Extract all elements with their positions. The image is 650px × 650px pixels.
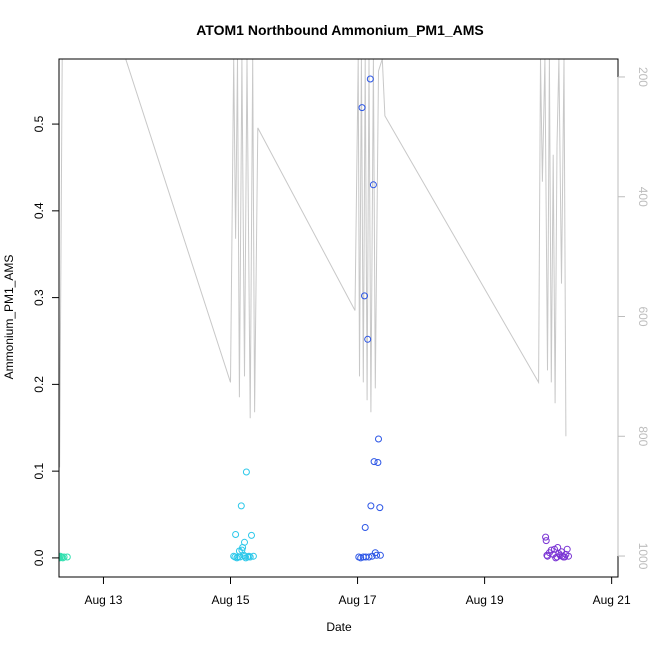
y-tick-label: 0.3 <box>32 289 46 306</box>
x-tick-label: Aug 19 <box>466 593 504 607</box>
data-point <box>542 533 550 541</box>
y-tick-label: 0.4 <box>32 202 46 219</box>
series-4 <box>542 533 572 562</box>
x-tick-label: Aug 21 <box>593 593 631 607</box>
data-point <box>361 292 368 300</box>
y-tick-label: 0.1 <box>32 462 46 479</box>
data-point <box>233 554 241 562</box>
x-axis: Aug 13 Aug 15 Aug 17 Aug 19 Aug 21 <box>84 576 631 607</box>
data-point <box>364 335 372 343</box>
data-point <box>376 504 384 512</box>
data-point <box>241 538 248 546</box>
background-series-line <box>59 59 567 468</box>
y2-tick-label: 600 <box>636 306 650 326</box>
series-3 <box>355 75 384 562</box>
data-point <box>361 524 369 531</box>
data-point <box>358 104 366 112</box>
secondary-y-axis: 200 400 600 800 1000 <box>617 67 650 570</box>
series-1 <box>59 552 71 562</box>
x-tick-label: Aug 13 <box>84 593 122 607</box>
x-axis-label: Date <box>326 620 352 634</box>
plot-area <box>59 59 572 562</box>
data-point <box>376 551 384 559</box>
data-point <box>547 546 555 554</box>
data-point <box>59 554 67 562</box>
data-point <box>369 181 377 189</box>
data-point <box>60 553 68 561</box>
data-point <box>373 551 381 559</box>
y2-tick-label: 200 <box>636 67 650 87</box>
data-point <box>563 545 571 553</box>
y-axis: 0.0 0.1 0.2 0.3 0.4 0.5 <box>32 115 60 566</box>
data-point <box>370 458 378 466</box>
y2-tick-label: 800 <box>636 426 650 446</box>
data-point <box>63 553 71 561</box>
y2-tick-label: 400 <box>636 187 650 207</box>
data-point <box>565 552 572 560</box>
y2-tick-label: 1000 <box>636 543 650 570</box>
y-axis-label: Ammonium_PM1_AMS <box>2 255 16 380</box>
x-tick-label: Aug 15 <box>211 593 249 607</box>
y-tick-label: 0.5 <box>32 115 46 132</box>
series-2 <box>230 468 257 562</box>
data-point <box>374 459 382 466</box>
data-point <box>237 502 245 510</box>
data-point <box>242 468 250 476</box>
data-point <box>365 553 373 561</box>
chart-title: ATOM1 Northbound Ammonium_PM1_AMS <box>196 22 484 38</box>
data-point <box>248 531 255 539</box>
data-point <box>375 435 382 443</box>
data-point <box>232 531 240 538</box>
data-point <box>245 552 253 560</box>
data-point <box>246 553 254 561</box>
y-tick-label: 0.0 <box>32 549 46 566</box>
data-point <box>542 537 550 545</box>
x-tick-label: Aug 17 <box>339 593 377 607</box>
data-point <box>367 502 375 510</box>
data-point <box>59 554 62 562</box>
y-tick-label: 0.2 <box>32 376 46 393</box>
data-point <box>366 75 374 83</box>
data-point <box>249 552 257 560</box>
